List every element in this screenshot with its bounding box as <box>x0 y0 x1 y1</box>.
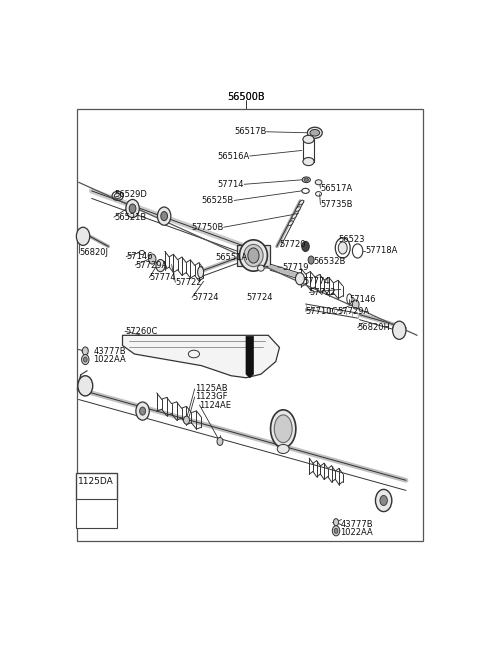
Text: 56820H: 56820H <box>358 323 390 332</box>
Circle shape <box>217 438 223 445</box>
Text: 57735B: 57735B <box>321 200 353 209</box>
Circle shape <box>352 300 359 309</box>
Text: 56523: 56523 <box>338 236 365 244</box>
Text: 57260C: 57260C <box>125 327 157 336</box>
Circle shape <box>148 254 156 264</box>
Text: 57714: 57714 <box>217 180 244 189</box>
Text: 43777B: 43777B <box>94 347 126 356</box>
Text: 1022AA: 1022AA <box>94 355 126 364</box>
Text: 56500B: 56500B <box>227 92 265 102</box>
Ellipse shape <box>244 245 263 266</box>
Text: 56517B: 56517B <box>234 127 266 136</box>
Bar <box>237 245 270 266</box>
Ellipse shape <box>114 194 121 198</box>
Circle shape <box>76 227 90 245</box>
Ellipse shape <box>310 129 320 136</box>
Text: 57718A: 57718A <box>365 247 397 255</box>
Text: 57729A: 57729A <box>337 306 370 316</box>
Ellipse shape <box>274 415 292 443</box>
Polygon shape <box>122 335 279 378</box>
Polygon shape <box>246 337 253 378</box>
Text: 56529D: 56529D <box>114 190 147 199</box>
Text: 56521B: 56521B <box>114 213 146 222</box>
Text: 57729A: 57729A <box>135 260 168 270</box>
Ellipse shape <box>303 157 314 165</box>
Text: 1125DA: 1125DA <box>78 477 114 486</box>
Circle shape <box>248 248 259 263</box>
Ellipse shape <box>271 410 296 447</box>
Circle shape <box>84 357 87 362</box>
Ellipse shape <box>240 240 267 271</box>
Text: 1125AB: 1125AB <box>195 384 228 394</box>
Text: 57146: 57146 <box>126 252 153 261</box>
Text: 57750B: 57750B <box>192 223 224 232</box>
Text: 56516A: 56516A <box>217 152 250 161</box>
Ellipse shape <box>299 200 304 205</box>
Ellipse shape <box>198 266 204 277</box>
Text: 56551A: 56551A <box>216 253 248 262</box>
Ellipse shape <box>307 127 322 138</box>
Text: 43777B: 43777B <box>340 520 373 529</box>
Ellipse shape <box>304 178 309 181</box>
Text: 57722: 57722 <box>309 288 336 297</box>
Ellipse shape <box>315 180 322 185</box>
Text: 57774: 57774 <box>149 274 176 282</box>
Ellipse shape <box>302 177 311 182</box>
Circle shape <box>183 416 190 424</box>
Text: 56517A: 56517A <box>321 184 353 193</box>
Circle shape <box>393 321 406 339</box>
Bar <box>77 109 423 541</box>
Circle shape <box>334 519 338 525</box>
Text: 57774: 57774 <box>304 277 330 286</box>
Text: 56525B: 56525B <box>202 196 234 205</box>
Text: 56500B: 56500B <box>227 92 265 102</box>
Text: 1123GF: 1123GF <box>195 392 227 401</box>
Text: 57724: 57724 <box>246 293 273 302</box>
Text: 1022AA: 1022AA <box>340 528 373 537</box>
Circle shape <box>375 489 392 512</box>
Circle shape <box>334 528 338 533</box>
Text: 56820J: 56820J <box>79 249 108 258</box>
Circle shape <box>157 207 171 225</box>
Circle shape <box>140 407 145 415</box>
Text: 57724: 57724 <box>192 293 218 302</box>
Ellipse shape <box>303 135 314 144</box>
Circle shape <box>78 376 93 396</box>
Text: 56532B: 56532B <box>313 257 345 266</box>
Text: 57719: 57719 <box>282 262 309 272</box>
Circle shape <box>308 256 314 264</box>
Circle shape <box>302 241 309 251</box>
Ellipse shape <box>277 444 289 453</box>
Ellipse shape <box>292 214 297 218</box>
Ellipse shape <box>288 221 293 226</box>
Circle shape <box>380 495 387 506</box>
Circle shape <box>82 354 89 365</box>
Text: 57146: 57146 <box>349 295 376 304</box>
Bar <box>76 499 117 528</box>
Circle shape <box>136 402 149 420</box>
Text: 57710C: 57710C <box>305 306 338 316</box>
Circle shape <box>338 242 347 254</box>
Text: 1124AE: 1124AE <box>200 401 231 409</box>
Circle shape <box>156 260 165 272</box>
Text: 57720: 57720 <box>279 240 305 249</box>
Circle shape <box>129 204 136 213</box>
Ellipse shape <box>296 207 300 211</box>
Ellipse shape <box>258 265 264 271</box>
Circle shape <box>332 525 340 536</box>
Bar <box>76 473 117 501</box>
Circle shape <box>296 273 304 285</box>
Text: 57722: 57722 <box>175 277 202 287</box>
Circle shape <box>161 212 168 220</box>
Circle shape <box>83 347 88 355</box>
Circle shape <box>126 199 139 218</box>
